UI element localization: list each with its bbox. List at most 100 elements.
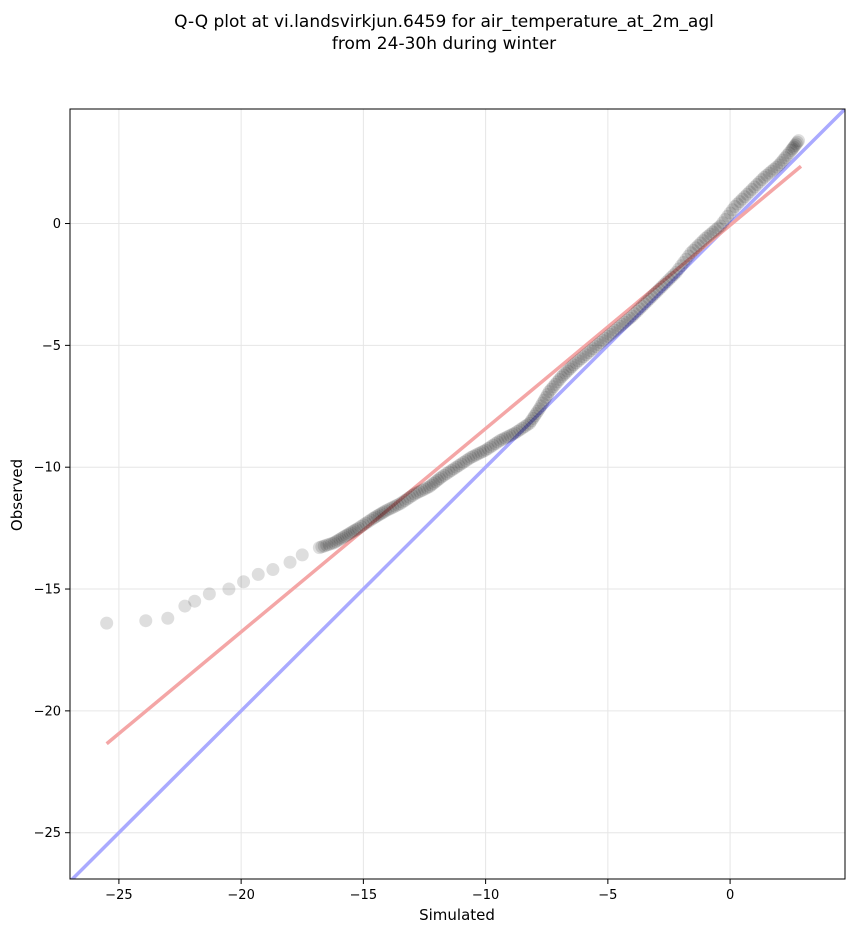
quantile-point — [542, 385, 556, 399]
quantile-point — [378, 504, 392, 518]
quantile-point — [591, 338, 605, 352]
quantile-point — [188, 594, 202, 608]
quantile-point — [650, 285, 664, 299]
quantile-point — [202, 587, 216, 601]
quantile-point — [755, 173, 769, 187]
quantile-point — [598, 331, 612, 345]
quantile-point — [462, 452, 476, 466]
quantile-point — [735, 192, 749, 206]
quantile-point — [520, 418, 534, 432]
quantile-point — [778, 151, 792, 165]
quantile-point — [689, 241, 703, 255]
quantile-point — [413, 485, 427, 499]
y-axis-label: Observed — [8, 459, 26, 531]
quantile-point — [757, 170, 771, 184]
quantile-point — [391, 498, 405, 512]
quantile-point — [782, 146, 796, 160]
quantile-point — [660, 275, 674, 289]
quantile-point — [315, 540, 329, 554]
quantile-point — [667, 268, 681, 282]
quantile-point — [331, 533, 345, 547]
quantile-point — [178, 599, 192, 613]
quantile-point — [790, 135, 804, 149]
quantile-point — [561, 364, 575, 378]
x-tick-label: −25 — [105, 888, 132, 903]
quantile-point — [493, 433, 507, 447]
quantile-point — [784, 143, 798, 157]
quantile-point — [442, 465, 456, 479]
quantile-point — [760, 168, 774, 182]
quantile-point — [708, 223, 722, 237]
quantile-point — [544, 382, 558, 396]
quantile-point — [584, 344, 598, 358]
chart-title-line-2: from 24-30h during winter — [332, 34, 556, 54]
gridlines — [70, 109, 845, 879]
x-tick-label: −10 — [472, 888, 499, 903]
quantile-point — [672, 262, 686, 276]
quantile-point — [655, 280, 669, 294]
quantile-point — [325, 537, 339, 551]
quantile-point — [501, 430, 515, 444]
quantile-point — [437, 468, 451, 482]
quantile-point — [333, 532, 347, 546]
quantile-point — [645, 290, 659, 304]
x-tick-label: −15 — [350, 888, 377, 903]
quantile-point — [743, 185, 757, 199]
quantile-point — [726, 203, 740, 217]
quantile-point — [625, 309, 639, 323]
quantile-point — [510, 424, 524, 438]
quantile-point — [100, 616, 114, 630]
quantile-point — [532, 402, 546, 416]
quantile-point — [476, 444, 490, 458]
quantile-point — [581, 346, 595, 360]
quantile-point — [341, 527, 355, 541]
quantile-point — [567, 358, 581, 372]
quantile-point — [433, 472, 447, 486]
quantile-point — [343, 526, 357, 540]
quantile-point — [368, 510, 382, 524]
quantile-point — [372, 508, 386, 522]
quantile-point — [381, 503, 395, 517]
quantile-point — [608, 323, 622, 337]
quantile-point — [403, 490, 417, 504]
quantile-point — [733, 195, 747, 209]
quantile-point — [774, 156, 788, 170]
quantile-point — [503, 429, 517, 443]
quantile-point — [541, 388, 555, 402]
quantile-point — [701, 229, 715, 243]
quantile-point — [594, 336, 608, 350]
quantile-point — [354, 519, 368, 533]
quantile-point — [569, 356, 583, 370]
quantile-point — [364, 513, 378, 527]
quantile-point — [765, 164, 779, 178]
quantile-point — [471, 447, 485, 461]
y-tick-label: −5 — [42, 339, 61, 354]
quantile-point — [601, 329, 615, 343]
quantile-point — [139, 614, 153, 628]
quantile-point — [589, 340, 603, 354]
quantile-point — [618, 315, 632, 329]
quantile-point — [762, 166, 776, 180]
quantile-point — [548, 377, 562, 391]
quantile-point — [579, 348, 593, 362]
quantile-point — [748, 180, 762, 194]
quantile-point — [337, 530, 351, 544]
fit-line — [105, 164, 803, 746]
quantile-point — [488, 437, 502, 451]
quantile-point — [787, 140, 801, 154]
quantile-point — [586, 342, 600, 356]
quantile-point — [723, 206, 737, 220]
quantile-point — [266, 563, 280, 577]
quantile-point — [664, 270, 678, 284]
quantile-point — [694, 236, 708, 250]
quantile-point — [558, 366, 572, 380]
quantile-point — [518, 420, 532, 434]
quantile-point — [469, 448, 483, 462]
quantile-point — [351, 521, 365, 535]
quantile-point — [457, 455, 471, 469]
quantile-point — [405, 489, 419, 503]
x-tick-label: 0 — [726, 888, 734, 903]
quantile-point — [374, 506, 388, 520]
x-tick-label: −5 — [598, 888, 617, 903]
quantile-point — [531, 404, 545, 418]
